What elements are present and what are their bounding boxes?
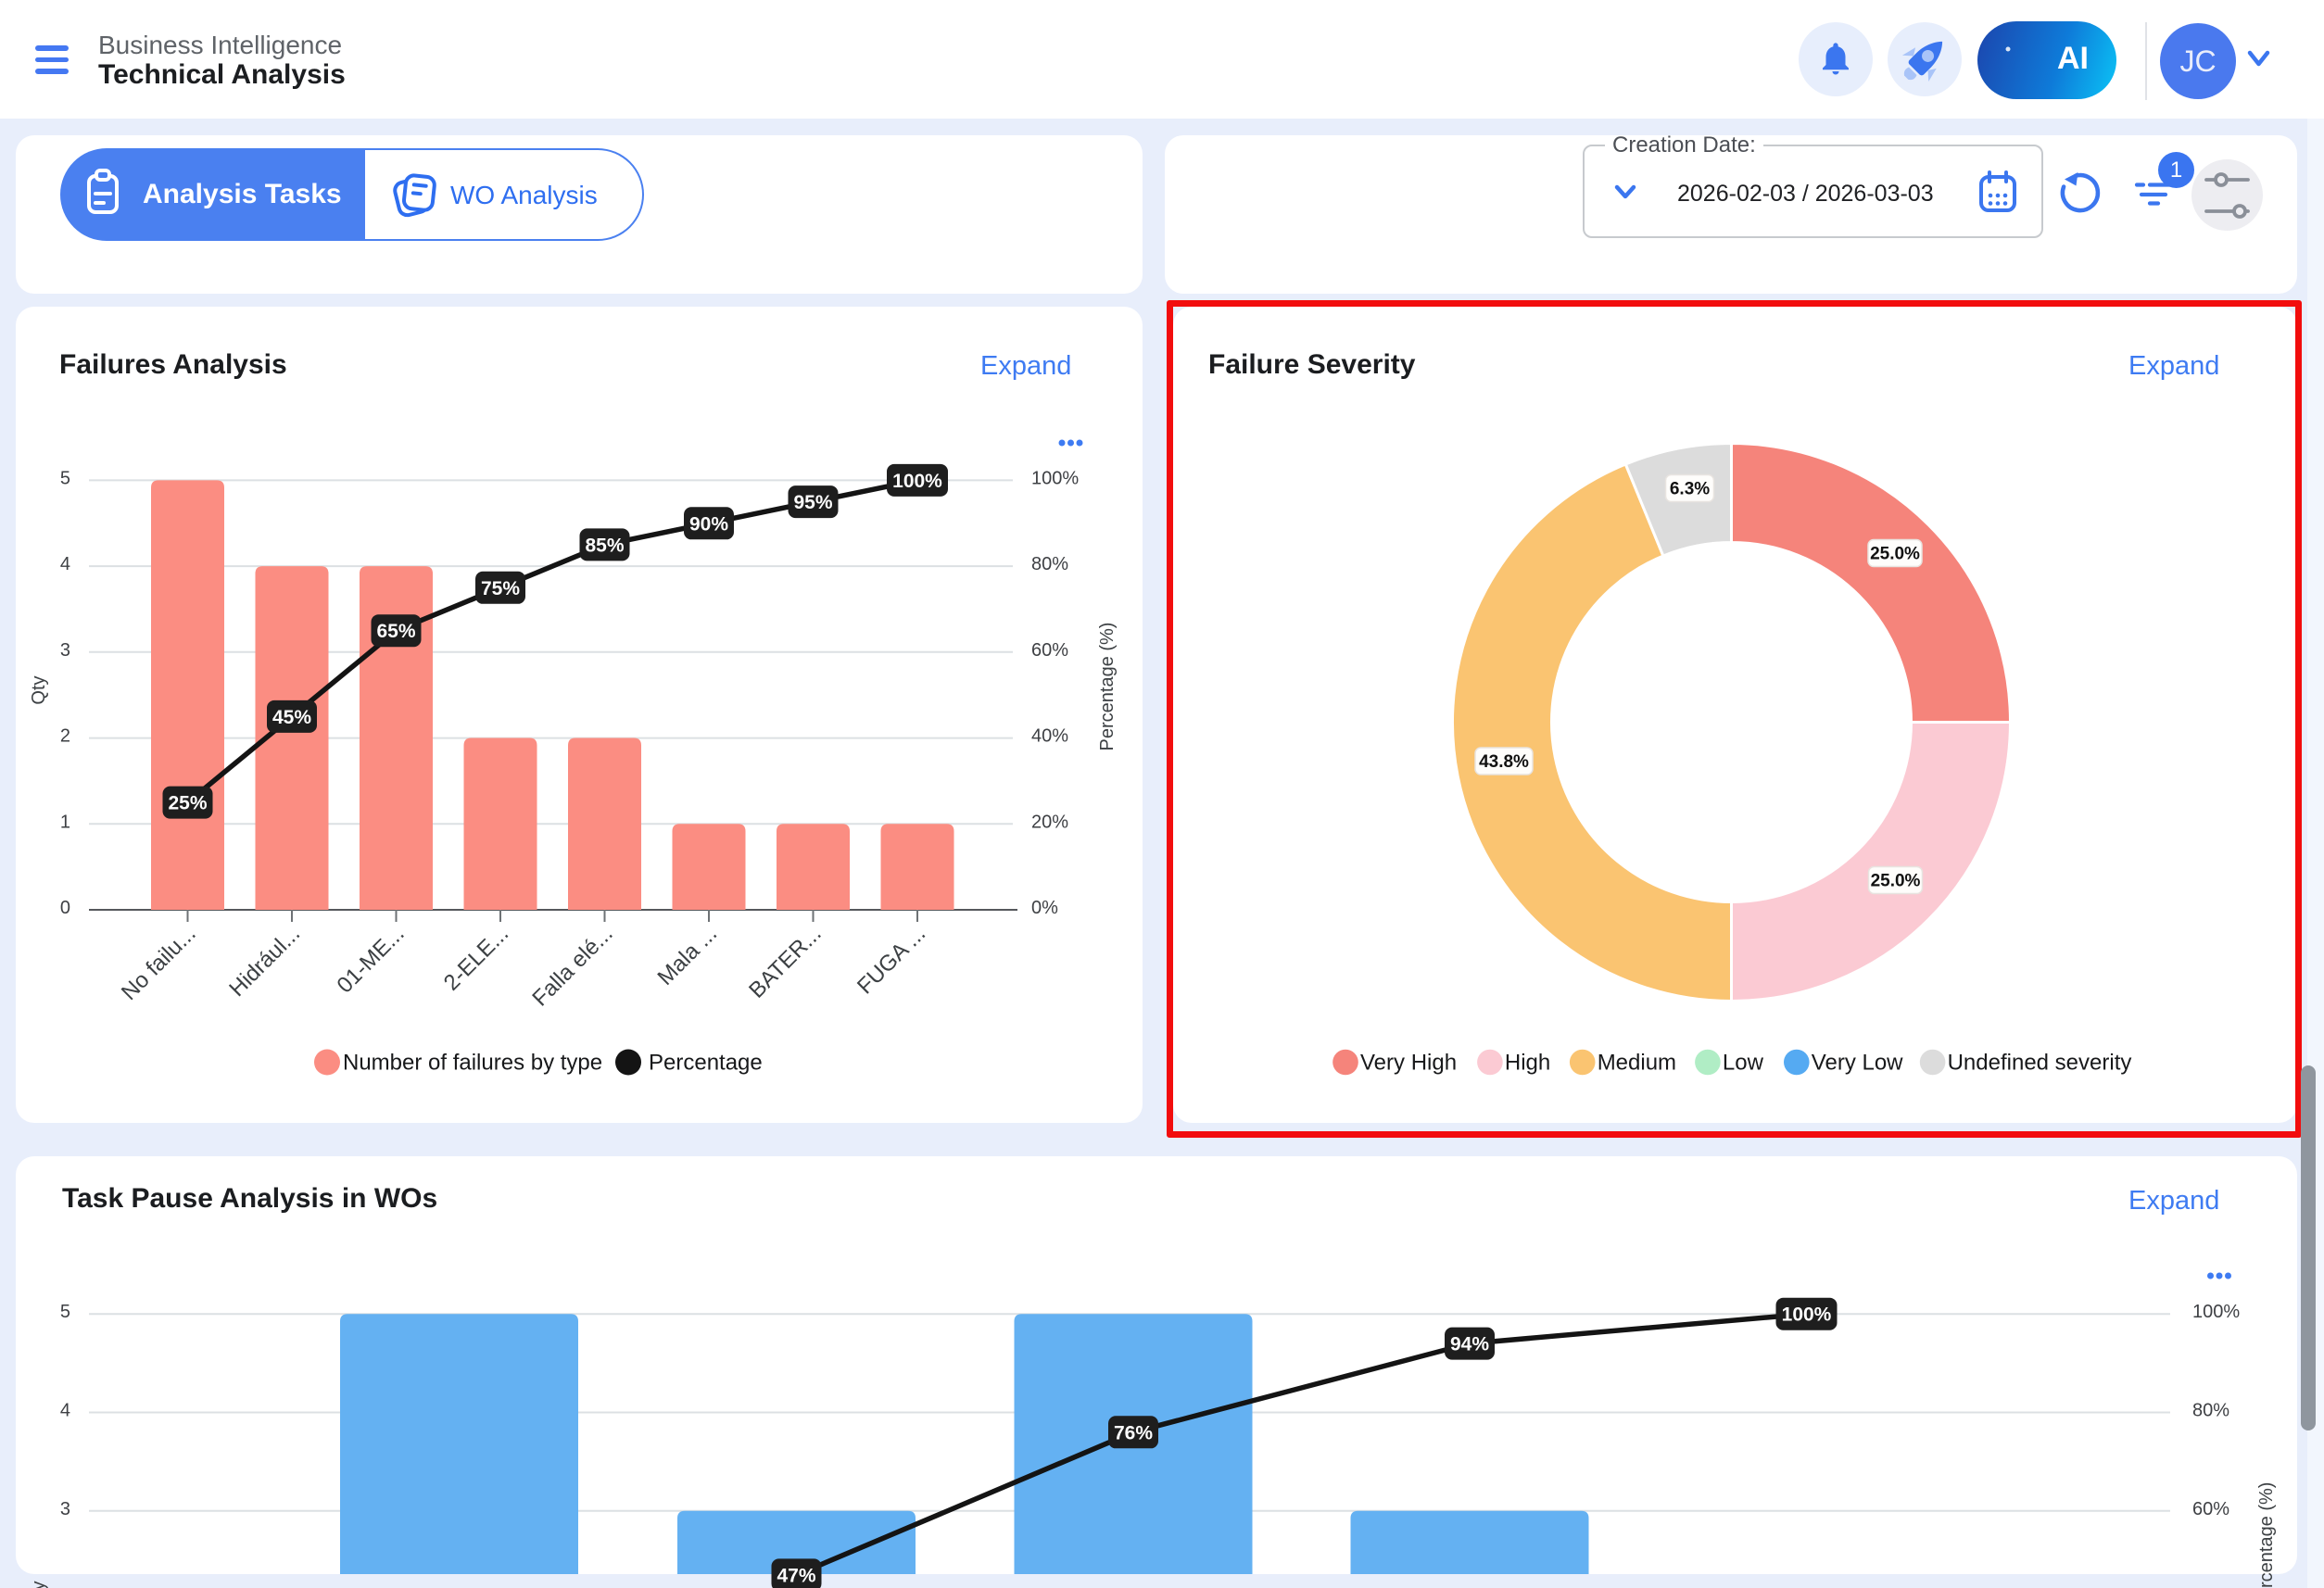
svg-text:FUGA ...: FUGA ... bbox=[853, 921, 930, 999]
svg-text:75%: 75% bbox=[481, 578, 520, 599]
svg-text:60%: 60% bbox=[2192, 1499, 2229, 1519]
svg-text:2: 2 bbox=[60, 726, 70, 747]
svg-text:Percentage (%): Percentage (%) bbox=[2256, 1482, 2277, 1588]
svg-text:Low: Low bbox=[1723, 1051, 1764, 1076]
svg-text:3: 3 bbox=[60, 640, 70, 661]
svg-text:Medium: Medium bbox=[1598, 1051, 1676, 1076]
svg-text:45%: 45% bbox=[272, 707, 311, 728]
svg-text:BATER...: BATER... bbox=[744, 921, 827, 1003]
svg-text:25.0%: 25.0% bbox=[1870, 545, 1920, 564]
svg-text:3: 3 bbox=[60, 1499, 70, 1519]
svg-text:Percentage (%): Percentage (%) bbox=[1097, 623, 1118, 751]
svg-text:Qty: Qty bbox=[29, 675, 49, 704]
svg-text:Undefined severity: Undefined severity bbox=[1948, 1051, 2132, 1076]
svg-text:Percentage: Percentage bbox=[649, 1051, 763, 1076]
svg-text:94%: 94% bbox=[1450, 1334, 1489, 1355]
svg-text:40%: 40% bbox=[1031, 726, 1068, 747]
svg-text:25%: 25% bbox=[168, 793, 207, 814]
svg-text:Falla elé...: Falla elé... bbox=[527, 921, 617, 1011]
svg-text:20%: 20% bbox=[1031, 812, 1068, 832]
svg-text:01-ME...: 01-ME... bbox=[333, 921, 410, 998]
svg-text:4: 4 bbox=[60, 554, 70, 574]
svg-text:5: 5 bbox=[60, 468, 70, 488]
svg-text:90%: 90% bbox=[689, 513, 728, 535]
svg-text:76%: 76% bbox=[1114, 1422, 1153, 1443]
svg-text:25.0%: 25.0% bbox=[1871, 872, 1921, 891]
svg-text:85%: 85% bbox=[585, 535, 624, 556]
svg-text:2-ELE...: 2-ELE... bbox=[439, 921, 513, 995]
svg-text:Number of failures by type: Number of failures by type bbox=[343, 1051, 602, 1076]
svg-text:High: High bbox=[1505, 1051, 1550, 1076]
svg-text:Hidrául...: Hidrául... bbox=[224, 921, 305, 1002]
svg-text:47%: 47% bbox=[777, 1565, 815, 1586]
svg-text:Mala ...: Mala ... bbox=[652, 921, 722, 990]
svg-text:43.8%: 43.8% bbox=[1479, 752, 1529, 772]
svg-text:100%: 100% bbox=[892, 471, 942, 492]
svg-text:1: 1 bbox=[60, 812, 70, 832]
svg-text:5: 5 bbox=[60, 1302, 70, 1322]
svg-text:Very Low: Very Low bbox=[1812, 1051, 1903, 1076]
svg-text:0%: 0% bbox=[1031, 898, 1058, 918]
svg-text:65%: 65% bbox=[376, 621, 415, 642]
svg-text:0: 0 bbox=[60, 898, 70, 918]
svg-text:Very High: Very High bbox=[1360, 1051, 1457, 1076]
svg-text:6.3%: 6.3% bbox=[1670, 480, 1710, 499]
svg-text:4: 4 bbox=[60, 1401, 70, 1421]
svg-text:80%: 80% bbox=[2192, 1401, 2229, 1421]
svg-text:100%: 100% bbox=[1031, 468, 1079, 488]
svg-text:Qty: Qty bbox=[29, 1581, 49, 1588]
svg-text:100%: 100% bbox=[1782, 1304, 1832, 1326]
svg-text:95%: 95% bbox=[793, 492, 832, 513]
svg-text:60%: 60% bbox=[1031, 640, 1068, 661]
svg-text:100%: 100% bbox=[2192, 1302, 2240, 1322]
svg-text:No failu...: No failu... bbox=[117, 921, 201, 1005]
svg-text:80%: 80% bbox=[1031, 554, 1068, 574]
